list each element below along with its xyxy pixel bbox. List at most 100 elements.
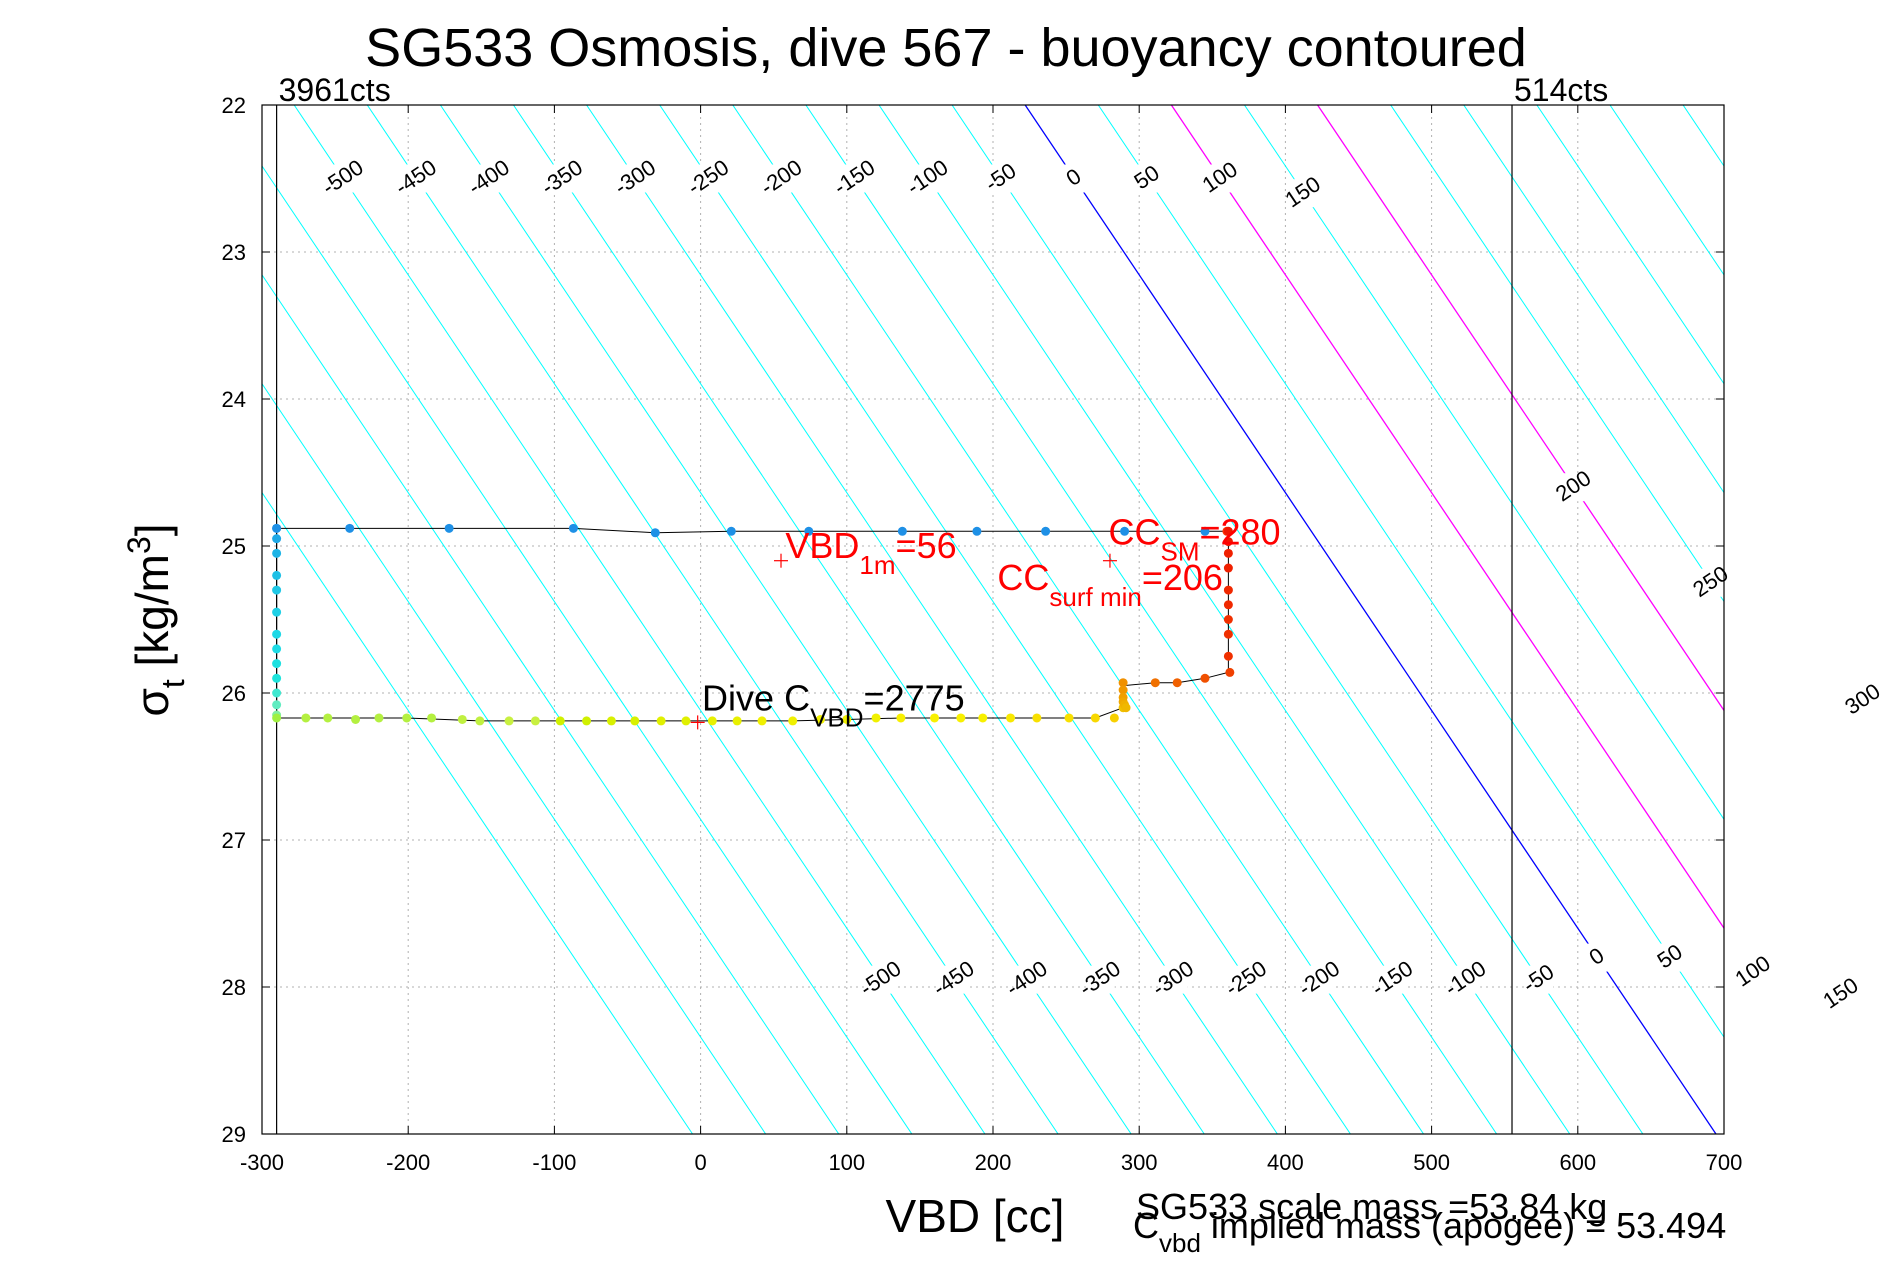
data-point (815, 714, 825, 724)
contour-label-bg (329, 164, 358, 193)
annotation-sub: SM (1160, 537, 1199, 567)
plus-marker (690, 715, 705, 730)
y-tick-label: 26 (222, 681, 246, 706)
contour-label-bg (1452, 965, 1481, 994)
contour-line (1244, 105, 1724, 821)
x-tick-label: 400 (1267, 1150, 1304, 1175)
x-tick-label: 0 (694, 1150, 706, 1175)
data-point (656, 716, 666, 726)
chart-title: SG533 Osmosis, dive 567 - buoyancy conto… (365, 18, 1527, 78)
data-point (272, 548, 282, 558)
contour-line (586, 105, 1278, 1134)
data-point (374, 713, 384, 723)
contour-label-bg (1525, 965, 1554, 994)
x-tick-label: 700 (1706, 1150, 1743, 1175)
data-point (1200, 673, 1210, 683)
data-point (272, 659, 282, 669)
annotation-main: CC (997, 557, 1049, 598)
y-tick-label: 22 (222, 93, 246, 118)
contour-label: 300 (1840, 678, 1884, 719)
data-point (1223, 526, 1233, 536)
dive-points (272, 523, 1235, 726)
x-tick-label: -300 (240, 1150, 284, 1175)
data-point (272, 629, 282, 639)
plus-marker (774, 553, 789, 568)
data-point (272, 570, 282, 580)
y-tick-label: 29 (222, 1122, 246, 1147)
contour-line (366, 105, 1059, 1134)
data-point (1120, 526, 1130, 536)
contour-label-bg (402, 164, 431, 193)
contour-label-bg (621, 164, 650, 193)
x-tick-label: 100 (828, 1150, 865, 1175)
contour-label-bg (1060, 164, 1089, 193)
annotation-value: =56 (896, 525, 957, 566)
data-point (804, 526, 814, 536)
y-axis-label: σt [kg/m3] (121, 523, 191, 716)
contour-line (1170, 105, 1724, 930)
annotation-main: Dive C (702, 678, 810, 719)
data-point (1225, 667, 1235, 677)
data-point (681, 716, 691, 726)
data-point (1064, 713, 1074, 723)
data-point (1109, 713, 1119, 723)
data-point (272, 688, 282, 698)
data-point (1032, 713, 1042, 723)
x-tick-label: -200 (386, 1150, 430, 1175)
data-point (726, 526, 736, 536)
data-point (707, 716, 717, 726)
data-point (1090, 713, 1100, 723)
data-point (1223, 651, 1233, 661)
contour-label-bg (1013, 965, 1042, 994)
data-point (930, 713, 940, 723)
annotation-main: CC (1108, 512, 1160, 553)
contour-label-bg (1289, 179, 1318, 208)
annotation-value: =2775 (864, 678, 965, 719)
contour-label-bg (1739, 958, 1768, 987)
data-point (1041, 526, 1051, 536)
data-point (956, 713, 966, 723)
contour-label-bg (1849, 686, 1878, 715)
annotation-sub: 1m (859, 550, 895, 580)
contour-label-bg (1827, 980, 1856, 1009)
contour-label-bg (548, 164, 577, 193)
data-point (323, 713, 333, 723)
data-point (1223, 629, 1233, 639)
data-point (555, 716, 565, 726)
y-tick-label: 25 (222, 534, 246, 559)
contour-label-bg (841, 164, 870, 193)
data-point (1150, 678, 1160, 688)
contour-label-bg (695, 164, 724, 193)
data-point (788, 716, 798, 726)
y-tick-label: 23 (222, 240, 246, 265)
contour-label-bg (1305, 965, 1334, 994)
contour-line (439, 105, 1132, 1134)
data-point (757, 716, 767, 726)
plot-area (262, 105, 1724, 1134)
data-point (630, 716, 640, 726)
contour-line (262, 273, 840, 1134)
contour-line (1390, 105, 1724, 603)
plus-marker (1102, 553, 1117, 568)
data-point (1223, 563, 1233, 573)
data-point (896, 713, 906, 723)
count-limit-label: 514cts (1514, 72, 1608, 108)
contour-label-bg (1656, 943, 1685, 972)
contour-line (262, 165, 913, 1134)
data-point (1223, 548, 1233, 558)
y-axis-label-close: ] (126, 523, 178, 536)
contour-label-bg (1232, 965, 1261, 994)
data-point (272, 523, 282, 533)
annotation-value: =206 (1142, 557, 1223, 598)
contour-line (805, 105, 1498, 1134)
annotation-main: VBD (785, 525, 859, 566)
svg-text:σt [kg/m3]: σt [kg/m3] (121, 523, 191, 716)
data-point (568, 523, 578, 533)
annotation-sub: surf min (1049, 582, 1141, 612)
data-point (582, 716, 592, 726)
data-point (1118, 678, 1128, 688)
data-point (272, 534, 282, 544)
data-point (650, 528, 660, 538)
contour-label-bg (1159, 965, 1188, 994)
